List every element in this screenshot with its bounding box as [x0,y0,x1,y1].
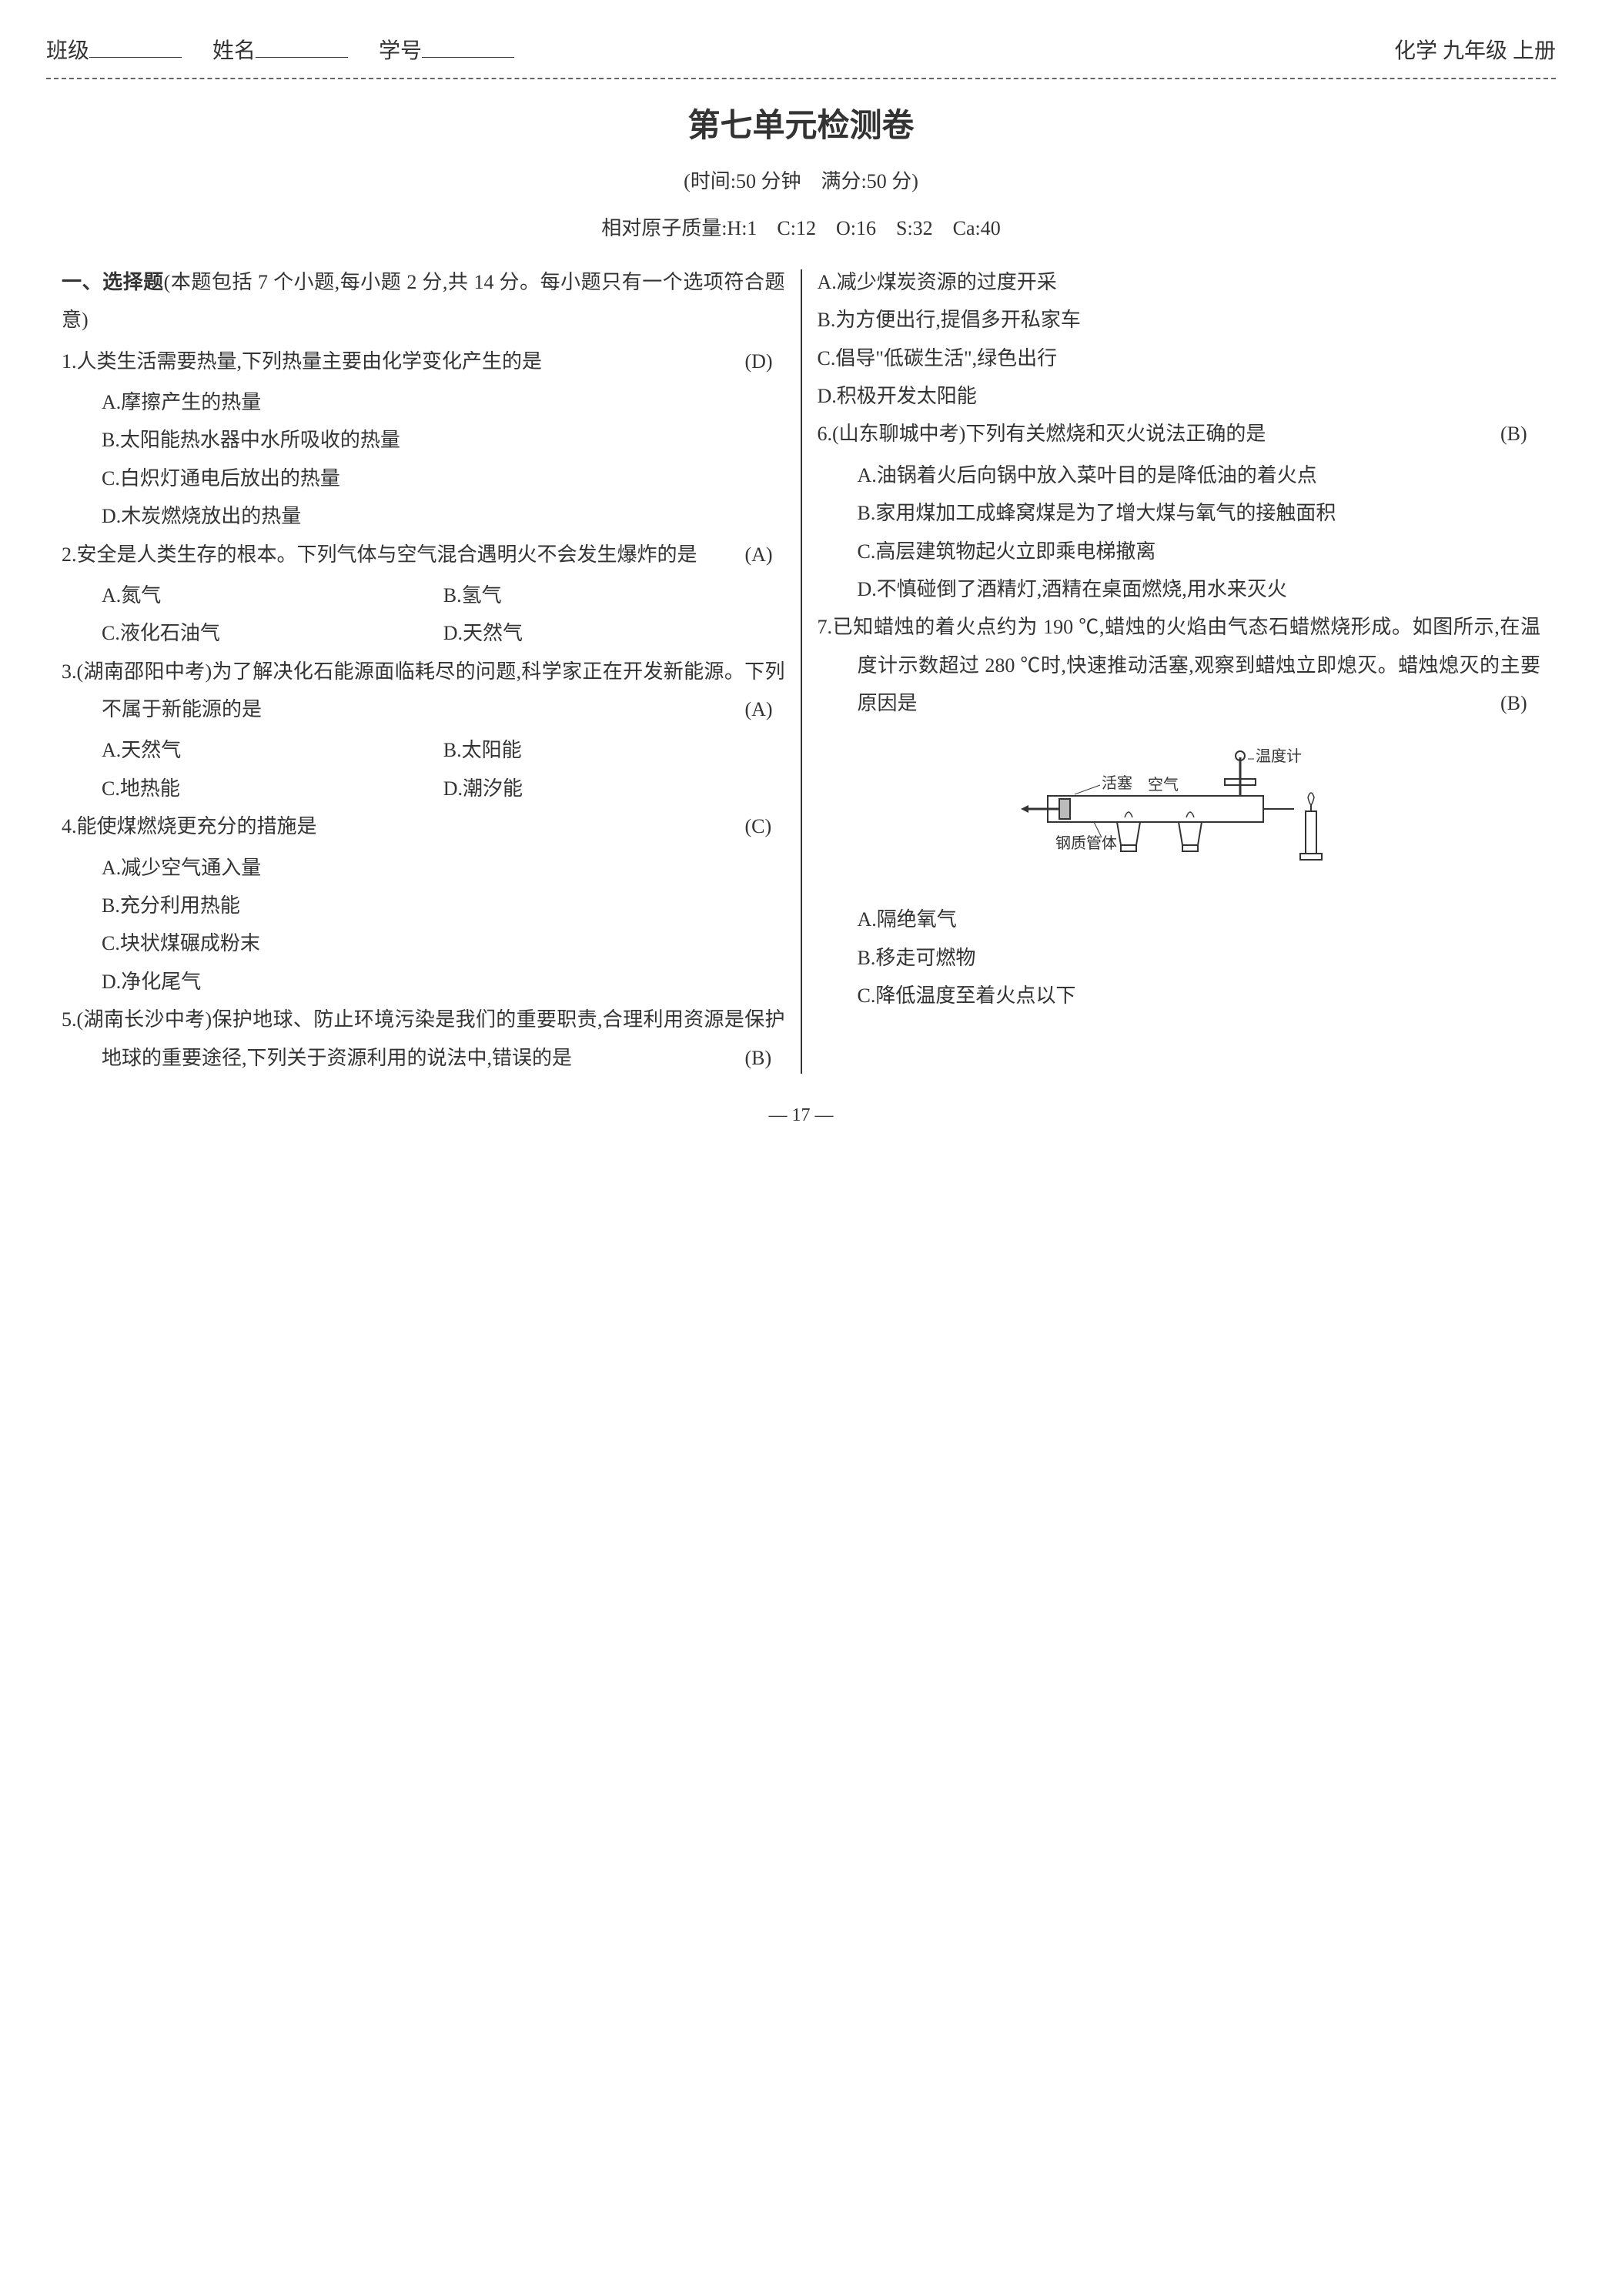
page-number: — 17 — [46,1098,1556,1134]
label-thermometer: 温度计 [1256,747,1302,765]
q3-row-ab: A.天然气 B.太阳能 [62,731,785,769]
q3-option-a: A.天然气 [102,731,443,769]
label-piston: 活塞 [1102,774,1132,792]
q3-option-c: C.地热能 [102,770,443,807]
q5-num: 5. [62,1008,77,1031]
q4-option-c: C.块状煤碾成粉末 [62,924,785,962]
q5-option-a: A.减少煤炭资源的过度开采 [818,263,1541,301]
q7-option-a: A.隔绝氧气 [818,901,1541,938]
q4-option-a: A.减少空气通入量 [62,849,785,887]
q6-option-c: C.高层建筑物起火立即乘电梯撤离 [818,533,1541,570]
q2-row-ab: A.氮气 B.氢气 [62,577,785,614]
q2-stem: 安全是人类生存的根本。下列气体与空气混合遇明火不会发生爆炸的是 [77,543,697,566]
section-1-desc: (本题包括 7 个小题,每小题 2 分,共 14 分。每小题只有一个选项符合题意… [62,271,784,331]
q1-option-a: A.摩擦产生的热量 [62,383,785,421]
apparatus-svg: 温度计 活塞 空气 钢质管体 [1017,734,1340,888]
class-field: 班级 [46,31,182,72]
label-tube: 钢质管体 [1055,834,1117,852]
q1-stem: 人类生活需要热量,下列热量主要由化学变化产生的是 [77,350,543,373]
class-blank[interactable] [89,32,182,58]
q7-stem: 已知蜡烛的着火点约为 190 ℃,蜡烛的火焰由气态石蜡燃烧形成。如图所示,在温度… [832,616,1540,714]
q7: 7.已知蜡烛的着火点约为 190 ℃,蜡烛的火焰由气态石蜡燃烧形成。如图所示,在… [818,608,1541,722]
section-1-heading: 一、选择题(本题包括 7 个小题,每小题 2 分,共 14 分。每小题只有一个选… [62,263,785,339]
q2-option-a: A.氮气 [102,577,443,614]
q3-option-b: B.太阳能 [443,731,785,769]
q3-num: 3. [62,660,77,683]
q5-option-b: B.为方便出行,提倡多开私家车 [818,301,1541,339]
class-label: 班级 [46,31,89,72]
q7-num: 7. [818,616,833,638]
q3-stem: (湖南邵阳中考)为了解决化石能源面临耗尽的问题,科学家正在开发新能源。下列不属于… [77,660,785,720]
atomic-mass-line: 相对原子质量:H:1 C:12 O:16 S:32 Ca:40 [46,209,1556,247]
q2: 2.安全是人类生存的根本。下列气体与空气混合遇明火不会发生爆炸的是 (A) [62,536,785,573]
header-divider [46,78,1556,79]
two-column-layout: 一、选择题(本题包括 7 个小题,每小题 2 分,共 14 分。每小题只有一个选… [46,263,1556,1080]
q6-option-b: B.家用煤加工成蜂窝煤是为了增大煤与氧气的接触面积 [818,494,1541,532]
q1-num: 1. [62,350,77,373]
q6-num: 6. [818,423,833,445]
q5: 5.(湖南长沙中考)保护地球、防止环境污染是我们的重要职责,合理利用资源是保护地… [62,1001,785,1077]
q4-stem: 能使煤燃烧更充分的措施是 [77,815,317,837]
name-field: 姓名 [212,31,348,72]
header-row: 班级 姓名 学号 化学 九年级 上册 [46,31,1556,72]
q2-option-b: B.氢气 [443,577,785,614]
q4-option-b: B.充分利用热能 [62,887,785,924]
q7-diagram: 温度计 活塞 空气 钢质管体 [818,734,1541,888]
q1-option-c: C.白炽灯通电后放出的热量 [62,460,785,497]
q2-option-c: C.液化石油气 [102,614,443,652]
q5-stem: (湖南长沙中考)保护地球、防止环境污染是我们的重要职责,合理利用资源是保护地球的… [77,1008,785,1068]
q5-option-c: C.倡导"低碳生活",绿色出行 [818,339,1541,377]
q4-num: 4. [62,815,77,837]
id-label: 学号 [379,31,422,72]
q7-option-b: B.移走可燃物 [818,939,1541,977]
q2-option-d: D.天然气 [443,614,785,652]
name-label: 姓名 [212,31,256,72]
q3-row-cd: C.地热能 D.潮汐能 [62,770,785,807]
q2-num: 2. [62,543,77,566]
q4: 4.能使煤燃烧更充分的措施是 (C) [62,807,785,845]
q6-option-d: D.不慎碰倒了酒精灯,酒精在桌面燃烧,用水来灭火 [818,570,1541,608]
q2-row-cd: C.液化石油气 D.天然气 [62,614,785,652]
id-blank[interactable] [422,32,514,58]
q6: 6.(山东聊城中考)下列有关燃烧和灭火说法正确的是 (B) [818,415,1541,453]
subject-label: 化学 九年级 上册 [1394,31,1556,72]
q1-option-b: B.太阳能热水器中水所吸收的热量 [62,421,785,459]
q6-option-a: A.油锅着火后向锅中放入菜叶目的是降低油的着火点 [818,456,1541,494]
right-column: A.减少煤炭资源的过度开采 B.为方便出行,提倡多开私家车 C.倡导"低碳生活"… [802,263,1557,1080]
q4-option-d: D.净化尾气 [62,963,785,1001]
q3: 3.(湖南邵阳中考)为了解决化石能源面临耗尽的问题,科学家正在开发新能源。下列不… [62,653,785,729]
section-1-title: 一、选择题 [62,271,164,293]
id-field: 学号 [379,31,514,72]
q7-option-c: C.降低温度至着火点以下 [818,977,1541,1014]
page-title: 第七单元检测卷 [46,95,1556,156]
q1: 1.人类生活需要热量,下列热量主要由化学变化产生的是 (D) [62,343,785,380]
label-air: 空气 [1148,776,1179,794]
q3-option-d: D.潮汐能 [443,770,785,807]
q6-stem: (山东聊城中考)下列有关燃烧和灭火说法正确的是 [832,423,1266,445]
q5-option-d: D.积极开发太阳能 [818,377,1541,415]
q1-option-d: D.木炭燃烧放出的热量 [62,497,785,535]
name-blank[interactable] [256,32,348,58]
left-column: 一、选择题(本题包括 7 个小题,每小题 2 分,共 14 分。每小题只有一个选… [46,263,801,1080]
subtitle: (时间:50 分钟 满分:50 分) [46,162,1556,200]
